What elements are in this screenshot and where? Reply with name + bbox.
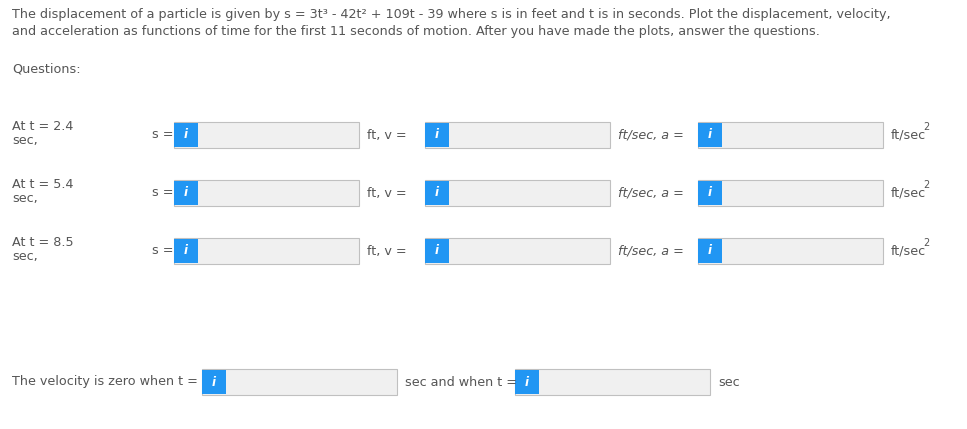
Text: ft/sec, a =: ft/sec, a = bbox=[618, 187, 684, 199]
Text: ft, v =: ft, v = bbox=[367, 187, 407, 199]
Text: i: i bbox=[435, 129, 439, 142]
Text: ft, v =: ft, v = bbox=[367, 245, 407, 257]
Text: At t = 8.5: At t = 8.5 bbox=[12, 236, 73, 249]
Text: ft, v =: ft, v = bbox=[367, 129, 407, 142]
Text: i: i bbox=[525, 375, 529, 389]
Text: ft/sec: ft/sec bbox=[891, 187, 926, 199]
Text: sec and when t =: sec and when t = bbox=[405, 375, 517, 389]
Text: sec,: sec, bbox=[12, 134, 38, 147]
FancyBboxPatch shape bbox=[425, 181, 449, 205]
Text: At t = 2.4: At t = 2.4 bbox=[12, 120, 73, 133]
FancyBboxPatch shape bbox=[698, 181, 722, 205]
FancyBboxPatch shape bbox=[202, 370, 226, 394]
FancyBboxPatch shape bbox=[698, 239, 722, 263]
FancyBboxPatch shape bbox=[425, 122, 610, 148]
Text: 2: 2 bbox=[923, 122, 929, 132]
FancyBboxPatch shape bbox=[698, 122, 883, 148]
FancyBboxPatch shape bbox=[425, 238, 610, 264]
FancyBboxPatch shape bbox=[174, 180, 359, 206]
Text: ft/sec, a =: ft/sec, a = bbox=[618, 129, 684, 142]
Text: ft/sec, a =: ft/sec, a = bbox=[618, 245, 684, 257]
Text: sec,: sec, bbox=[12, 250, 38, 263]
FancyBboxPatch shape bbox=[425, 239, 449, 263]
Text: s =: s = bbox=[152, 187, 173, 199]
Text: The velocity is zero when t =: The velocity is zero when t = bbox=[12, 375, 198, 389]
FancyBboxPatch shape bbox=[515, 369, 710, 395]
Text: s =: s = bbox=[152, 245, 173, 257]
FancyBboxPatch shape bbox=[425, 123, 449, 147]
Text: 2: 2 bbox=[923, 180, 929, 190]
Text: i: i bbox=[708, 187, 712, 199]
Text: The displacement of a particle is given by s = 3t³ - 42t² + 109t - 39 where s is: The displacement of a particle is given … bbox=[12, 8, 891, 21]
FancyBboxPatch shape bbox=[698, 123, 722, 147]
Text: i: i bbox=[435, 245, 439, 257]
Text: 2: 2 bbox=[923, 238, 929, 248]
Text: ft/sec: ft/sec bbox=[891, 129, 926, 142]
Text: i: i bbox=[184, 129, 188, 142]
Text: sec,: sec, bbox=[12, 192, 38, 205]
FancyBboxPatch shape bbox=[174, 181, 198, 205]
FancyBboxPatch shape bbox=[174, 123, 198, 147]
Text: sec: sec bbox=[718, 375, 740, 389]
FancyBboxPatch shape bbox=[698, 238, 883, 264]
FancyBboxPatch shape bbox=[698, 180, 883, 206]
Text: i: i bbox=[435, 187, 439, 199]
FancyBboxPatch shape bbox=[515, 370, 539, 394]
Text: i: i bbox=[708, 129, 712, 142]
Text: i: i bbox=[212, 375, 216, 389]
FancyBboxPatch shape bbox=[174, 238, 359, 264]
Text: s =: s = bbox=[152, 129, 173, 142]
Text: Questions:: Questions: bbox=[12, 62, 80, 75]
Text: i: i bbox=[184, 187, 188, 199]
FancyBboxPatch shape bbox=[174, 239, 198, 263]
FancyBboxPatch shape bbox=[174, 122, 359, 148]
Text: ft/sec: ft/sec bbox=[891, 245, 926, 257]
Text: i: i bbox=[708, 245, 712, 257]
Text: At t = 5.4: At t = 5.4 bbox=[12, 178, 73, 191]
Text: and acceleration as functions of time for the first 11 seconds of motion. After : and acceleration as functions of time fo… bbox=[12, 25, 820, 38]
FancyBboxPatch shape bbox=[202, 369, 397, 395]
Text: i: i bbox=[184, 245, 188, 257]
FancyBboxPatch shape bbox=[425, 180, 610, 206]
